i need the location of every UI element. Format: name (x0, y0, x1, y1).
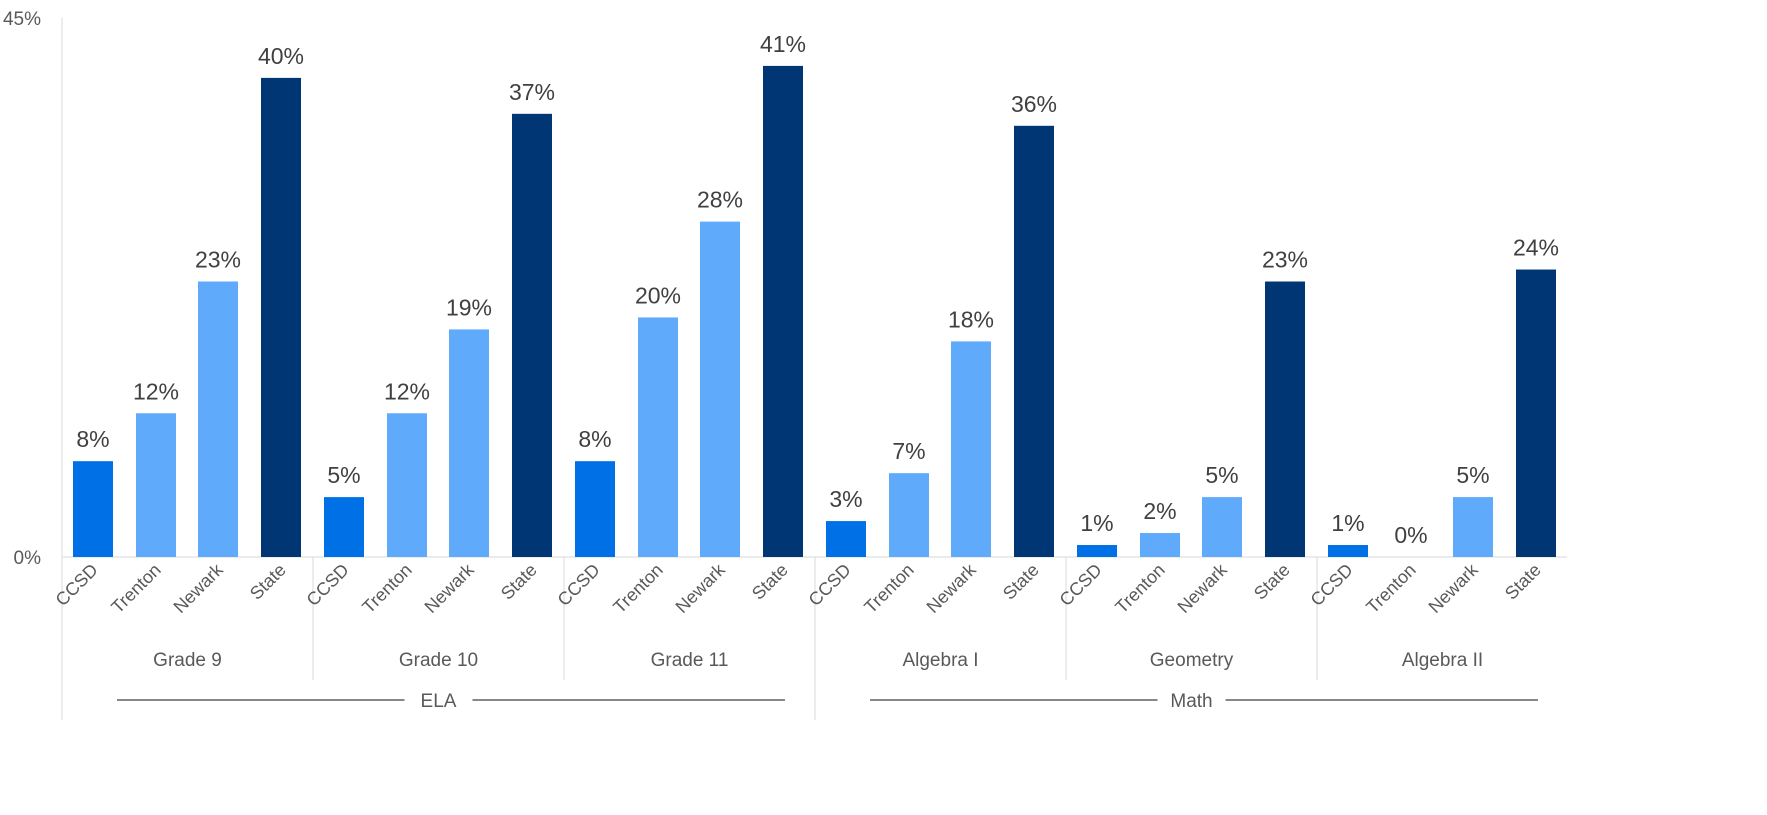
group-label: Algebra I (902, 650, 978, 671)
bar-newark (1202, 497, 1242, 557)
category-tick-label: CCSD (1056, 560, 1106, 610)
category-tick-label: CCSD (52, 560, 102, 610)
bar-newark (951, 341, 991, 557)
category-tick-label: Newark (1425, 559, 1483, 617)
group-label: Grade 10 (399, 650, 478, 671)
bar-trenton (889, 473, 929, 557)
category-tick-label: CCSD (1307, 560, 1357, 610)
bar-newark (449, 329, 489, 557)
category-tick-label: State (999, 560, 1043, 604)
bar-trenton (387, 413, 427, 557)
category-tick-label: Newark (672, 559, 730, 617)
data-label: 23% (195, 247, 241, 273)
y-tick-label: 0% (14, 548, 42, 569)
bar-state (512, 113, 552, 558)
category-tick-label: Trenton (358, 560, 416, 618)
data-label: 40% (258, 43, 304, 69)
data-label: 28% (697, 187, 743, 213)
bar-ccsd (575, 461, 615, 557)
supergroup-label: Math (1170, 691, 1212, 712)
bar-state (261, 77, 301, 557)
category-tick-label: Newark (170, 559, 228, 617)
category-tick-label: State (1250, 560, 1294, 604)
supergroup-label: ELA (421, 691, 457, 712)
data-label: 37% (509, 79, 555, 105)
data-label: 18% (948, 306, 994, 332)
category-tick-label: State (497, 560, 541, 604)
data-label: 5% (1456, 462, 1489, 488)
data-label: 0% (1394, 522, 1427, 548)
bar-trenton (1140, 533, 1180, 557)
data-label: 7% (892, 438, 925, 464)
data-label: 24% (1513, 235, 1559, 261)
data-label: 12% (384, 378, 430, 404)
bar-ccsd (73, 461, 113, 557)
data-label: 5% (1205, 462, 1238, 488)
category-tick-label: CCSD (554, 560, 604, 610)
group-label: Grade 11 (651, 650, 729, 671)
bar-newark (198, 281, 238, 557)
category-tick-label: State (1501, 560, 1545, 604)
category-tick-label: Newark (1174, 559, 1232, 617)
data-label: 23% (1262, 247, 1308, 273)
bar-ccsd (826, 521, 866, 557)
data-label: 5% (327, 462, 360, 488)
category-tick-label: CCSD (805, 560, 855, 610)
bar-newark (700, 221, 740, 557)
bar-state (1265, 281, 1305, 557)
data-label: 8% (76, 426, 109, 452)
data-label: 36% (1011, 91, 1057, 117)
category-tick-label: State (748, 560, 792, 604)
data-label: 1% (1080, 510, 1113, 536)
group-label: Grade 9 (153, 650, 222, 671)
data-label: 2% (1143, 498, 1176, 524)
category-tick-label: Newark (421, 559, 479, 617)
category-tick-label: Trenton (1111, 560, 1169, 618)
data-label: 1% (1331, 510, 1364, 536)
group-label: Algebra II (1402, 650, 1483, 671)
bar-ccsd (1077, 545, 1117, 557)
data-labels: 8% 12% 23% 40% 5% 12% 19% 37% 8% 20% 28% 41% 3% 7% 18%… (76, 31, 1559, 548)
category-tick-label: State (246, 560, 290, 604)
y-tick-label: 45% (3, 9, 41, 30)
bar-state (1516, 269, 1556, 557)
category-tick-label: CCSD (303, 560, 353, 610)
bar-trenton (638, 317, 678, 557)
data-label: 12% (133, 378, 179, 404)
bar-trenton (136, 413, 176, 557)
bar-newark (1453, 497, 1493, 557)
data-label: 41% (760, 31, 806, 57)
group-label: Geometry (1150, 650, 1234, 671)
bar-state (763, 65, 803, 558)
data-label: 20% (635, 282, 681, 308)
data-label: 3% (829, 486, 862, 512)
bar-ccsd (1328, 545, 1368, 557)
category-tick-label: Trenton (1362, 560, 1420, 618)
data-label: 8% (578, 426, 611, 452)
bar-ccsd (324, 497, 364, 557)
category-tick-label: Newark (923, 559, 981, 617)
data-label: 19% (446, 294, 492, 320)
bars (73, 65, 1556, 558)
bar-state (1014, 125, 1054, 558)
category-tick-label: Trenton (860, 560, 918, 618)
category-tick-label: Trenton (107, 560, 165, 618)
category-tick-label: Trenton (609, 560, 667, 618)
